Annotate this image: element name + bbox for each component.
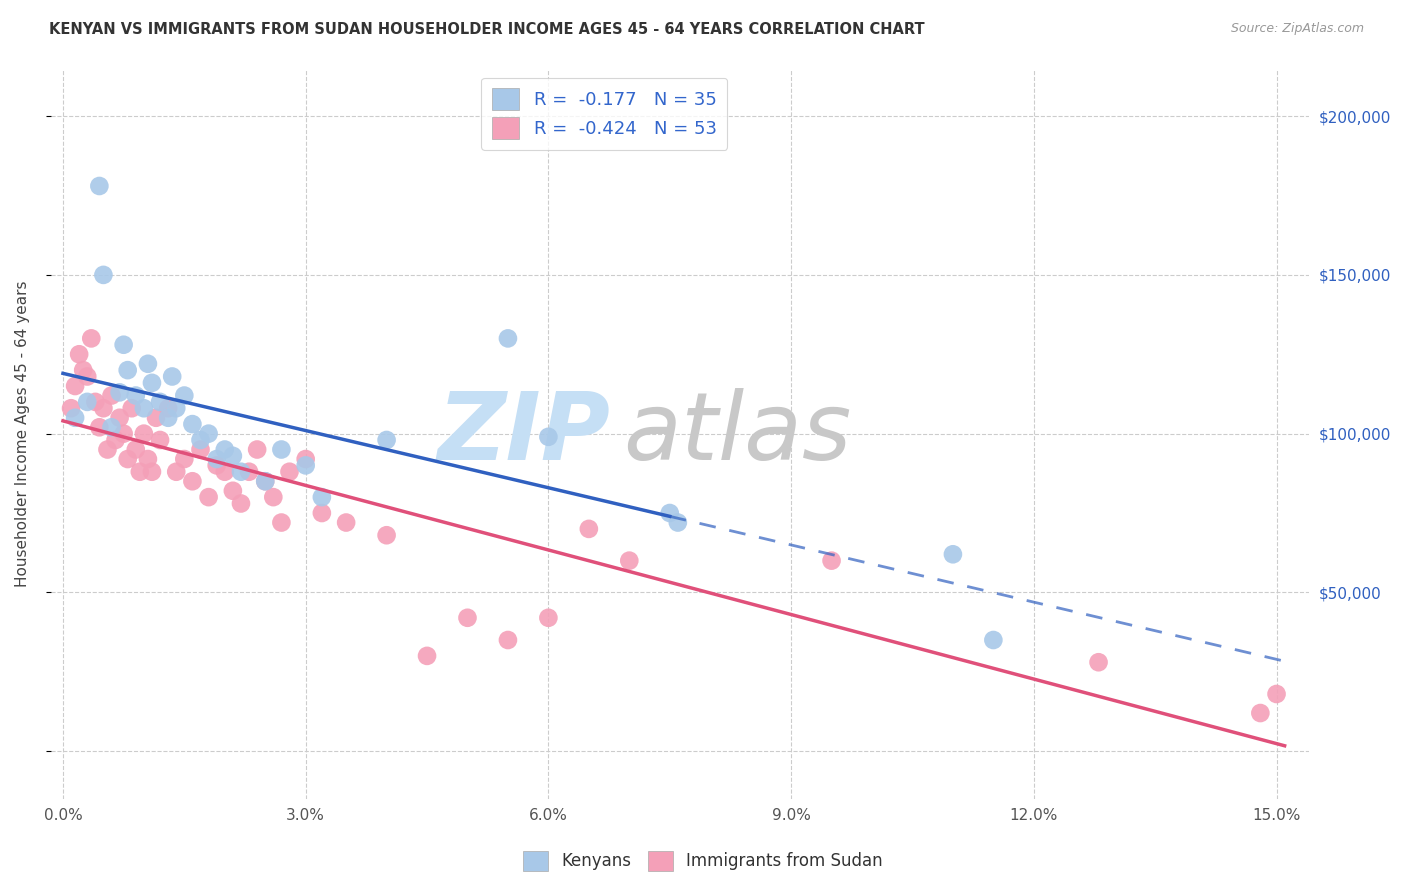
Point — [254, 475, 277, 489]
Point — [496, 331, 519, 345]
Point — [311, 490, 333, 504]
Point — [100, 420, 122, 434]
Point — [80, 331, 103, 345]
Point — [104, 433, 127, 447]
Point — [238, 465, 260, 479]
Point — [89, 420, 111, 434]
Point — [157, 401, 180, 416]
Text: atlas: atlas — [623, 388, 852, 479]
Point — [222, 449, 245, 463]
Point — [136, 452, 159, 467]
Point — [246, 442, 269, 457]
Point — [108, 410, 131, 425]
Point — [658, 506, 681, 520]
Point — [1249, 706, 1271, 720]
Point — [197, 426, 219, 441]
Point — [63, 379, 86, 393]
Point — [254, 475, 277, 489]
Point — [496, 633, 519, 648]
Point — [190, 433, 212, 447]
Point — [93, 401, 115, 416]
Point — [141, 465, 163, 479]
Y-axis label: Householder Income Ages 45 - 64 years: Householder Income Ages 45 - 64 years — [15, 280, 30, 587]
Point — [416, 648, 439, 663]
Point — [132, 401, 155, 416]
Text: Source: ZipAtlas.com: Source: ZipAtlas.com — [1230, 22, 1364, 36]
Point — [149, 433, 172, 447]
Point — [1265, 687, 1288, 701]
Point — [93, 268, 115, 282]
Point — [141, 376, 163, 390]
Point — [173, 388, 195, 402]
Legend: R =  -0.177   N = 35, R =  -0.424   N = 53: R = -0.177 N = 35, R = -0.424 N = 53 — [481, 78, 727, 150]
Point — [666, 516, 689, 530]
Text: ZIP: ZIP — [437, 388, 610, 480]
Point — [270, 442, 292, 457]
Point — [100, 388, 122, 402]
Point — [132, 426, 155, 441]
Point — [165, 465, 187, 479]
Point — [229, 465, 252, 479]
Point — [229, 496, 252, 510]
Point — [537, 430, 560, 444]
Point — [1087, 655, 1109, 669]
Point — [205, 458, 228, 473]
Point — [190, 442, 212, 457]
Point — [222, 483, 245, 498]
Point — [125, 442, 148, 457]
Point — [214, 442, 236, 457]
Legend: Kenyans, Immigrants from Sudan: Kenyans, Immigrants from Sudan — [515, 842, 891, 880]
Point — [456, 611, 478, 625]
Point — [311, 506, 333, 520]
Point — [214, 465, 236, 479]
Point — [112, 426, 135, 441]
Point — [278, 465, 301, 479]
Point — [619, 554, 641, 568]
Point — [181, 475, 204, 489]
Point — [112, 337, 135, 351]
Point — [165, 401, 187, 416]
Point — [84, 395, 107, 409]
Point — [578, 522, 600, 536]
Point — [262, 490, 284, 504]
Point — [197, 490, 219, 504]
Point — [60, 401, 83, 416]
Point — [335, 516, 357, 530]
Point — [128, 465, 150, 479]
Point — [173, 452, 195, 467]
Point — [375, 528, 398, 542]
Point — [181, 417, 204, 431]
Point — [149, 395, 172, 409]
Point — [108, 385, 131, 400]
Point — [72, 363, 94, 377]
Point — [270, 516, 292, 530]
Point — [125, 388, 148, 402]
Point — [160, 369, 183, 384]
Point — [96, 442, 118, 457]
Point — [157, 410, 180, 425]
Point — [67, 347, 90, 361]
Point — [136, 357, 159, 371]
Point — [89, 179, 111, 194]
Point — [983, 633, 1005, 648]
Point — [537, 611, 560, 625]
Point — [63, 410, 86, 425]
Point — [117, 452, 139, 467]
Point — [375, 433, 398, 447]
Point — [294, 452, 316, 467]
Point — [205, 452, 228, 467]
Point — [76, 369, 98, 384]
Point — [145, 410, 167, 425]
Point — [121, 401, 143, 416]
Point — [942, 547, 965, 561]
Point — [294, 458, 316, 473]
Text: KENYAN VS IMMIGRANTS FROM SUDAN HOUSEHOLDER INCOME AGES 45 - 64 YEARS CORRELATIO: KENYAN VS IMMIGRANTS FROM SUDAN HOUSEHOL… — [49, 22, 925, 37]
Point — [117, 363, 139, 377]
Point — [820, 554, 842, 568]
Point — [76, 395, 98, 409]
